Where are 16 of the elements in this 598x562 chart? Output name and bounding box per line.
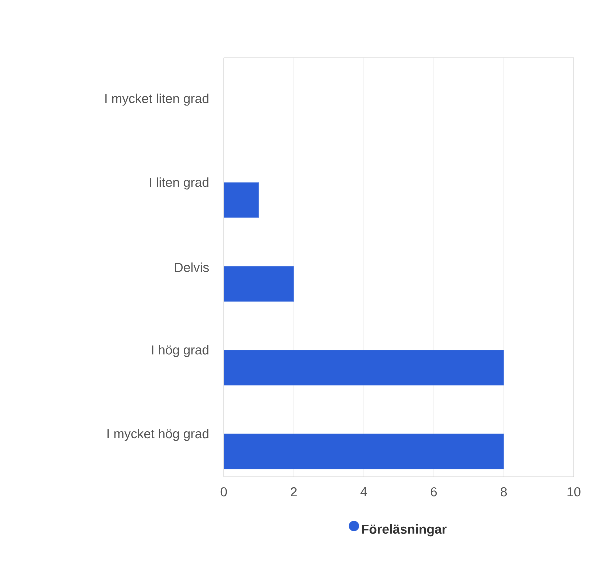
y-tick-label: Delvis <box>175 262 210 272</box>
y-tick-label: I liten grad <box>150 178 209 190</box>
y-tick-label: I hög grad <box>152 345 209 358</box>
bar <box>224 434 504 470</box>
bar <box>224 350 504 386</box>
y-tick-label: I mycket hög grad <box>108 429 209 442</box>
bar <box>224 182 260 218</box>
legend-label: Föreläsningar <box>362 524 447 537</box>
x-tick-label: 8 <box>500 488 508 497</box>
x-tick-label: 10 <box>568 488 581 497</box>
y-tick-label: I mycket liten grad <box>106 94 209 106</box>
x-tick-label: 4 <box>360 488 368 496</box>
x-tick-label: 0 <box>220 488 228 497</box>
x-tick-label: 6 <box>431 488 438 497</box>
x-tick-label: 2 <box>291 488 297 497</box>
bar <box>224 266 294 302</box>
